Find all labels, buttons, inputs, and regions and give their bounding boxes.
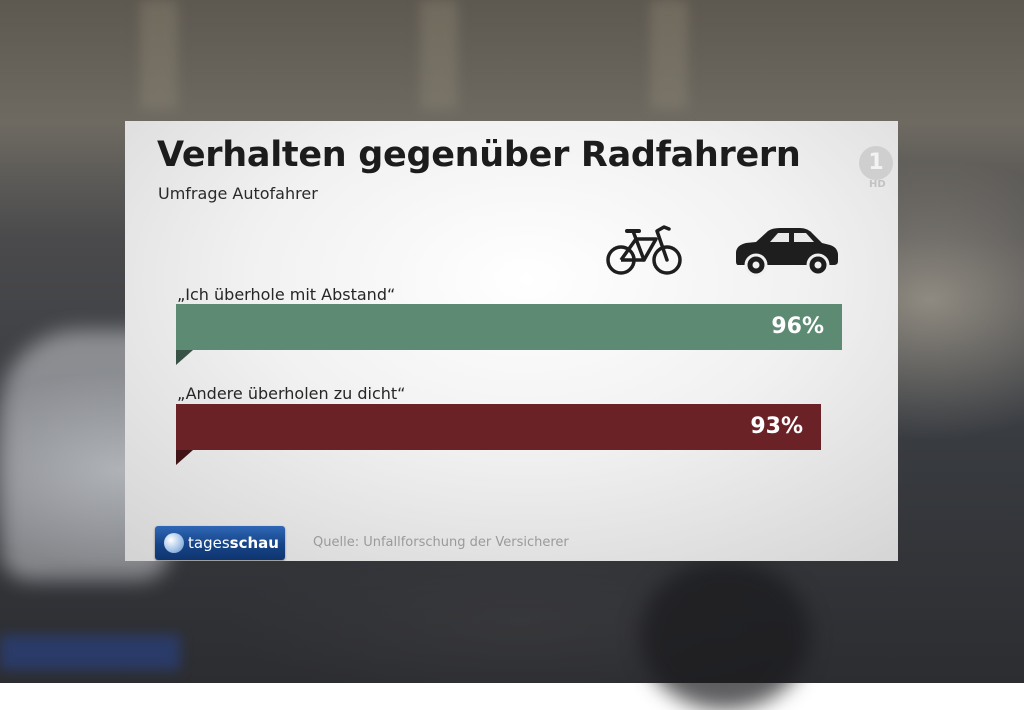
- bar-andere-ueberholen-zu-dicht: 93%: [176, 404, 821, 450]
- bicycle-icon: [606, 221, 682, 277]
- hd-badge: HD: [869, 179, 886, 190]
- globe-icon: [164, 533, 184, 553]
- background-window: [650, 0, 688, 110]
- background-blue-strip: [0, 635, 180, 670]
- car-icon: [732, 227, 840, 277]
- bar-value-93: 93%: [750, 414, 803, 439]
- chart-panel: Verhalten gegenüber Radfahrern Umfrage A…: [125, 121, 898, 561]
- background-window: [420, 0, 458, 110]
- background-window: [140, 0, 178, 110]
- chart-title: Verhalten gegenüber Radfahrern: [157, 135, 801, 175]
- bar-label-ueberhole-mit-abstand: „Ich überhole mit Abstand“: [177, 285, 396, 304]
- bar-tail-andere-ueberholen-zu-dicht: [176, 450, 193, 465]
- das-erste-logo: 1: [859, 146, 893, 180]
- bar-value-96: 96%: [771, 314, 824, 339]
- bar-ueberhole-mit-abstand: 96%: [176, 304, 842, 350]
- tagesschau-wordmark-part1: tages: [188, 534, 230, 552]
- tagesschau-wordmark: tagesschau: [188, 526, 279, 560]
- tagesschau-wordmark-part2: schau: [229, 534, 279, 552]
- bar-tail-ueberhole-mit-abstand: [176, 350, 193, 365]
- tagesschau-logo: tagesschau: [155, 526, 285, 560]
- source-note: Quelle: Unfallforschung der Versicherer: [313, 535, 569, 550]
- chart-subtitle: Umfrage Autofahrer: [158, 184, 318, 203]
- background-wheel: [640, 560, 810, 710]
- bar-label-andere-ueberholen-zu-dicht: „Andere überholen zu dicht“: [177, 384, 406, 403]
